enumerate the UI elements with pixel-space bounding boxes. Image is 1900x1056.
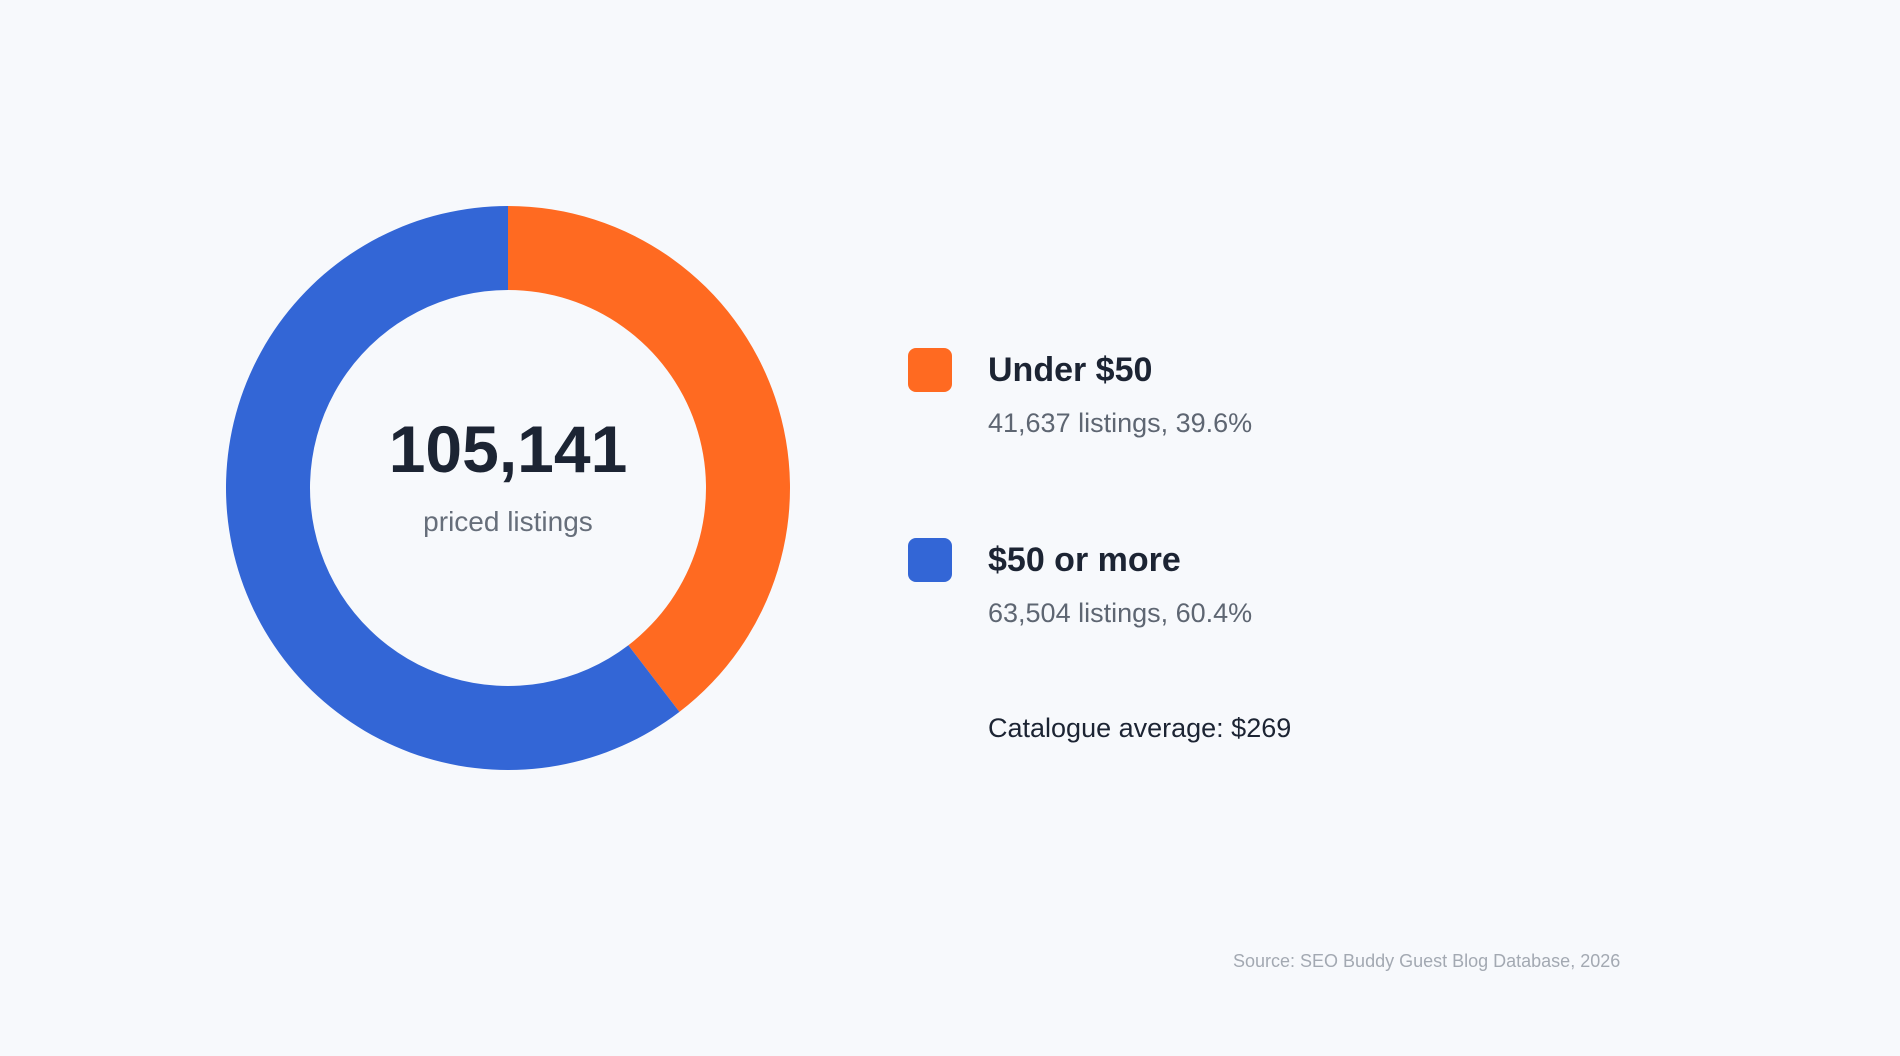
donut-slice-50-or-more (226, 206, 680, 770)
center-total: 105,141 (389, 412, 628, 486)
donut-slice-under-50 (508, 206, 791, 712)
legend-title-50-or-more: $50 or more (988, 541, 1181, 579)
legend-title-under-50: Under $50 (988, 351, 1153, 389)
catalogue-average-note: Catalogue average: $269 (988, 713, 1292, 743)
legend-swatch-50-or-more (908, 538, 952, 582)
legend-detail-under-50: 41,637 listings, 39.6% (988, 408, 1253, 438)
legend-item-50-or-more: $50 or more 63,504 listings, 60.4% (908, 538, 1608, 658)
center-label: priced listings (423, 506, 593, 537)
donut-chart: 105,141 priced listings (226, 206, 791, 770)
legend-swatch-under-50 (908, 348, 952, 392)
legend-item-under-50: Under $50 41,637 listings, 39.6% (908, 348, 1608, 468)
legend-detail-50-or-more: 63,504 listings, 60.4% (988, 598, 1253, 628)
source-note: Source: SEO Buddy Guest Blog Database, 2… (1233, 951, 1621, 971)
